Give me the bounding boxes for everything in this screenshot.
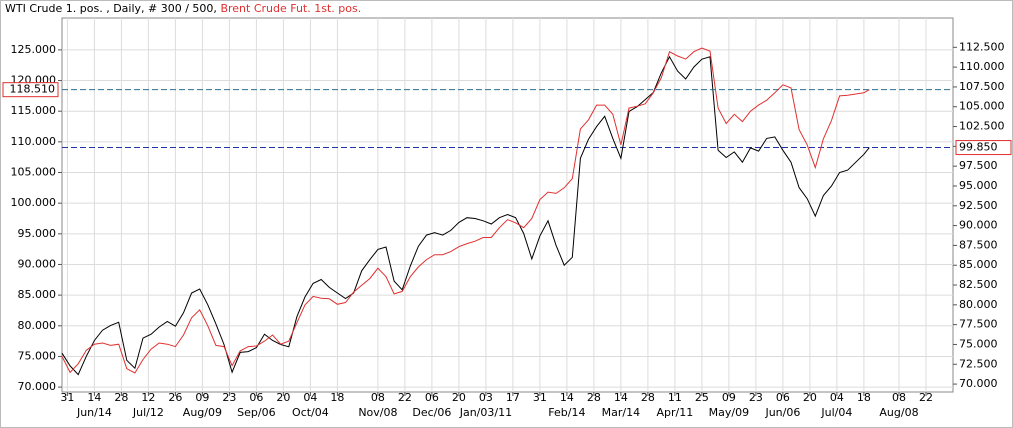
y2-tick-label: 107.500 [959,80,1005,93]
x-tick-label: 22 [919,391,933,404]
y-tick-label: 125.000 [11,43,57,56]
y2-tick-label: 92.500 [959,199,998,212]
x-month-label: Nov/08 [358,406,397,419]
x-tick-label: 11 [668,391,682,404]
y-tick-label: 115.000 [11,104,57,117]
x-tick-label: 28 [641,391,655,404]
y2-tick-label: 95.000 [959,179,998,192]
y2-tick-label: 85.000 [959,258,998,271]
x-tick-label: 18 [857,391,871,404]
x-month-label: Jan/03/11 [459,406,512,419]
y2-tick-label: 97.500 [959,159,998,172]
y2-tick-label: 82.500 [959,278,998,291]
x-month-label: Jul/12 [132,406,164,419]
x-tick-label: 23 [222,391,236,404]
x-tick-label: 28 [114,391,128,404]
x-tick-label: 06 [425,391,439,404]
x-tick-label: 31 [533,391,547,404]
y-tick-label: 80.000 [18,319,57,332]
x-tick-label: 20 [452,391,466,404]
x-tick-label: 08 [371,391,385,404]
series-line [61,47,870,374]
x-month-label: Mar/14 [602,406,640,419]
x-tick-label: 20 [276,391,290,404]
x-month-label: Aug/09 [183,406,222,419]
x-tick-label: 09 [722,391,736,404]
x-tick-label: 14 [560,391,574,404]
x-tick-label: 17 [506,391,520,404]
y-tick-label: 75.000 [18,349,57,362]
x-tick-label: 25 [695,391,709,404]
y-tick-label: 85.000 [18,288,57,301]
x-month-label: Feb/14 [548,406,585,419]
x-month-label: Sep/06 [237,406,275,419]
last-value-label: 99.850 [959,141,998,154]
x-tick-label: 20 [803,391,817,404]
x-month-label: Dec/06 [412,406,451,419]
y2-tick-label: 72.500 [959,357,998,370]
x-month-label: Apr/11 [657,406,694,419]
last-value-box [2,82,59,98]
x-tick-label: 22 [398,391,412,404]
x-tick-label: 26 [168,391,182,404]
y2-tick-label: 87.500 [959,238,998,251]
y2-tick-label: 90.000 [959,219,998,232]
x-month-label: Jun/06 [764,406,800,419]
y2-tick-label: 112.500 [959,40,1005,53]
y2-tick-label: 105.000 [959,100,1005,113]
y-tick-label: 70.000 [18,380,57,393]
series-line [61,55,870,376]
subtitle: , Daily, # 300 / 500, [106,2,217,15]
y2-tick-label: 80.000 [959,298,998,311]
x-tick-label: 03 [479,391,493,404]
series-name: Brent Crude Fut. 1st. pos. [220,2,361,15]
last-value-label: 118.510 [10,83,56,96]
series-name: WTI Crude 1. pos. [5,2,103,15]
x-tick-label: 04 [303,391,317,404]
y-tick-label: 90.000 [18,257,57,270]
y-tick-label: 100.000 [11,196,57,209]
y2-tick-label: 77.500 [959,318,998,331]
y-tick-label: 95.000 [18,227,57,240]
x-month-label: Aug/08 [879,406,918,419]
y2-tick-label: 75.000 [959,337,998,350]
x-tick-label: 06 [249,391,263,404]
y2-tick-label: 110.000 [959,60,1005,73]
x-tick-label: 14 [614,391,628,404]
last-value-box [955,140,1012,156]
x-month-label: May/09 [709,406,749,419]
x-tick-label: 04 [830,391,844,404]
y2-tick-label: 70.000 [959,377,998,390]
x-month-label: Oct/04 [292,406,329,419]
x-tick-label: 18 [330,391,344,404]
y-tick-label: 105.000 [11,166,57,179]
y2-tick-label: 102.500 [959,120,1005,133]
x-tick-label: 06 [776,391,790,404]
x-month-label: Jun/14 [76,406,112,419]
x-tick-label: 28 [587,391,601,404]
x-month-label: Jul/04 [820,406,852,419]
x-tick-label: 14 [87,391,101,404]
x-tick-label: 09 [195,391,209,404]
x-tick-label: 08 [892,391,906,404]
y-tick-label: 110.000 [11,135,57,148]
x-tick-label: 23 [749,391,763,404]
x-tick-label: 31 [60,391,74,404]
chart-header: WTI Crude 1. pos. , Daily, # 300 / 500, … [5,2,361,15]
x-tick-label: 12 [141,391,155,404]
